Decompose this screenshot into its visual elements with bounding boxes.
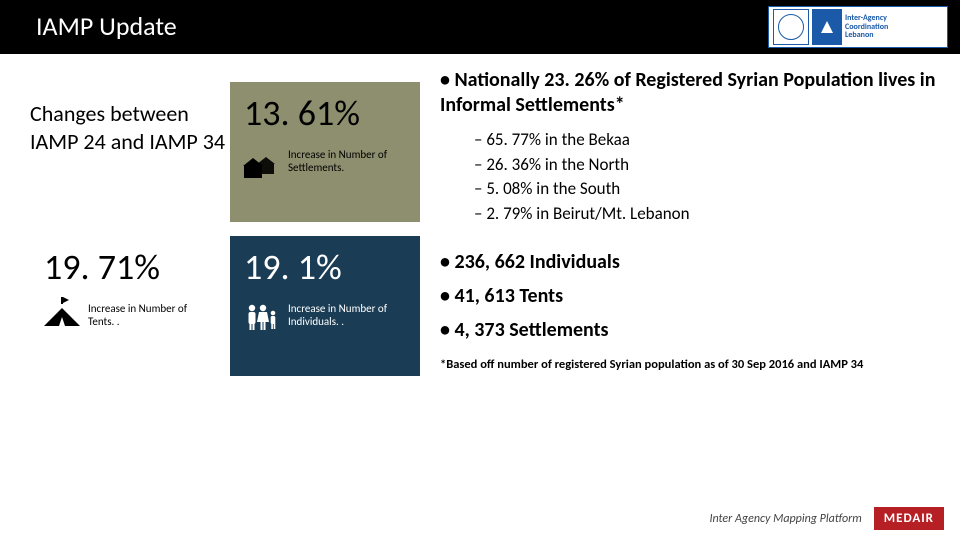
stat-value-individuals: 19. 1%	[244, 248, 406, 288]
family-icon	[244, 302, 280, 332]
breakdown-item: 5. 08% in the South	[474, 177, 940, 202]
stat-tile-tents: 19. 71% Increase in Number of Tents. .	[30, 236, 220, 376]
stat-caption-individuals: Increase in Number of Individuals. .	[288, 302, 406, 330]
breakdown-list: 65. 77% in the Bekaa 26. 36% in the Nort…	[474, 128, 940, 227]
stat-value-tents: 19. 71%	[44, 248, 206, 288]
page-title: IAMP Update	[36, 10, 177, 42]
bullet-individuals: 236, 662 Individuals	[440, 245, 940, 279]
bullet-tents: 41, 613 Tents	[440, 279, 940, 313]
stat-caption-tents: Increase in Number of Tents. .	[88, 302, 206, 330]
un-emblem-icon	[773, 9, 809, 45]
iac-line3: Lebanon	[845, 31, 943, 40]
medair-logo: MEDAIR	[874, 507, 944, 530]
breakdown-item: 26. 36% in the North	[474, 153, 940, 178]
tent-icon	[44, 302, 80, 332]
stat-tile-individuals: 19. 1% Increase in Number of Individuals…	[230, 236, 420, 376]
bullet-settlements: 4, 373 Settlements	[440, 313, 940, 347]
content-area: Changes between IAMP 24 and IAMP 34 13. …	[0, 54, 960, 540]
iac-logo: Inter-Agency Coordination Lebanon	[768, 6, 948, 48]
lead-bullet: Nationally 23. 26% of Registered Syrian …	[440, 68, 940, 118]
houses-icon	[244, 148, 280, 178]
right-column: Nationally 23. 26% of Registered Syrian …	[440, 68, 940, 373]
header-bar: IAMP Update Inter-Agency Coordination Le…	[0, 0, 960, 54]
footer: Inter Agency Mapping Platform MEDAIR	[709, 507, 944, 530]
changes-heading: Changes between IAMP 24 and IAMP 34	[30, 100, 230, 155]
left-column: Changes between IAMP 24 and IAMP 34	[30, 100, 230, 155]
stat-caption-settlements: Increase in Number of Settlements.	[288, 148, 406, 176]
stat-tile-settlements: 13. 61% Increase in Number of Settlement…	[230, 82, 420, 222]
breakdown-item: 2. 79% in Beirut/Mt. Lebanon	[474, 202, 940, 227]
footer-platform-text: Inter Agency Mapping Platform	[709, 512, 861, 526]
cedar-icon	[812, 9, 842, 45]
stat-value-settlements: 13. 61%	[244, 94, 406, 134]
footnote: *Based off number of registered Syrian p…	[440, 357, 940, 373]
iac-logo-text: Inter-Agency Coordination Lebanon	[845, 14, 943, 40]
breakdown-item: 65. 77% in the Bekaa	[474, 128, 940, 153]
